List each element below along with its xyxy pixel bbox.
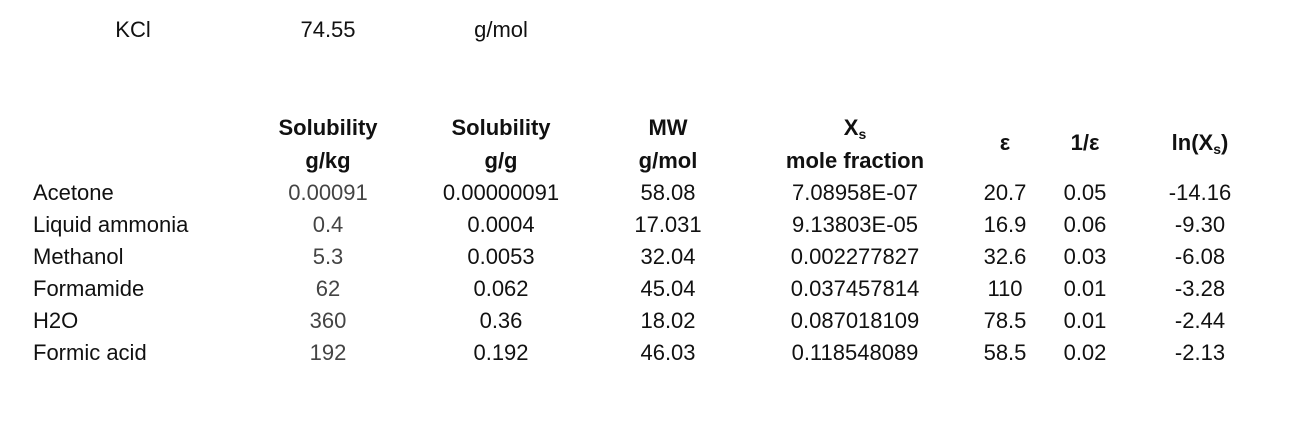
header-mw-title: MW	[648, 115, 688, 140]
compound-name: KCl	[115, 17, 151, 42]
cell-sol-gg: 0.36	[479, 308, 523, 333]
cell-solvent: Formamide	[33, 276, 145, 301]
cell-xs: 0.037457814	[790, 276, 920, 301]
cell-ln-xs: -14.16	[1168, 180, 1232, 205]
cell-inv-eps: 0.03	[1063, 244, 1107, 269]
cell-solvent: H2O	[33, 308, 79, 333]
cell-mw: 17.031	[634, 212, 702, 237]
cell-sol-gkg: 192	[309, 340, 347, 365]
cell-ln-xs: -3.28	[1174, 276, 1226, 301]
cell-mw: 45.04	[640, 276, 696, 301]
cell-xs: 9.13803E-05	[792, 212, 918, 237]
cell-inv-eps: 0.02	[1063, 340, 1107, 365]
cell-eps: 32.6	[983, 244, 1027, 269]
cell-xs: 0.087018109	[790, 308, 920, 333]
header-ln-subscript: s	[1213, 141, 1222, 157]
cell-ln-xs: -9.30	[1174, 212, 1226, 237]
header-xs-subscript: s	[858, 126, 867, 142]
header-xs-main: X	[843, 115, 859, 140]
cell-sol-gg: 0.062	[473, 276, 529, 301]
header-ln-suffix: )	[1221, 130, 1229, 155]
compound-mw-unit: g/mol	[474, 17, 528, 42]
cell-sol-gg: 0.0004	[467, 212, 535, 237]
header-epsilon: ε	[999, 130, 1011, 155]
cell-eps: 20.7	[983, 180, 1027, 205]
header-ln-prefix: ln(X	[1171, 130, 1214, 155]
header-solubility-gkg-unit: g/kg	[305, 148, 351, 173]
cell-xs: 0.002277827	[790, 244, 920, 269]
cell-inv-eps: 0.06	[1063, 212, 1107, 237]
cell-ln-xs: -2.13	[1174, 340, 1226, 365]
cell-sol-gg: 0.00000091	[442, 180, 560, 205]
cell-solvent: Formic acid	[33, 340, 147, 365]
cell-sol-gkg: 62	[315, 276, 341, 301]
cell-sol-gg: 0.0053	[467, 244, 535, 269]
header-ln-xs: ln(Xs)	[1172, 130, 1229, 156]
cell-ln-xs: -2.44	[1174, 308, 1226, 333]
cell-sol-gg: 0.192	[473, 340, 529, 365]
cell-mw: 46.03	[640, 340, 696, 365]
cell-sol-gkg: 5.3	[312, 244, 344, 269]
cell-solvent: Methanol	[33, 244, 124, 269]
header-solubility-gkg-title: Solubility	[278, 115, 378, 140]
cell-eps: 16.9	[983, 212, 1027, 237]
cell-xs: 0.118548089	[791, 340, 919, 365]
header-solubility-gg-unit: g/g	[484, 148, 518, 173]
header-xs: Xs	[844, 115, 866, 141]
cell-mw: 32.04	[640, 244, 696, 269]
cell-mw: 58.08	[640, 180, 696, 205]
cell-eps: 78.5	[983, 308, 1027, 333]
header-solubility-gg-title: Solubility	[451, 115, 551, 140]
cell-mw: 18.02	[640, 308, 696, 333]
cell-xs: 7.08958E-07	[792, 180, 918, 205]
cell-solvent: Acetone	[33, 180, 114, 205]
cell-ln-xs: -6.08	[1174, 244, 1226, 269]
cell-sol-gkg: 0.4	[312, 212, 344, 237]
cell-inv-eps: 0.05	[1063, 180, 1107, 205]
cell-eps: 58.5	[983, 340, 1027, 365]
cell-sol-gkg: 0.00091	[288, 180, 368, 205]
cell-solvent: Liquid ammonia	[33, 212, 189, 237]
compound-mw-value: 74.55	[300, 17, 356, 42]
cell-inv-eps: 0.01	[1063, 308, 1107, 333]
cell-inv-eps: 0.01	[1063, 276, 1107, 301]
cell-sol-gkg: 360	[309, 308, 347, 333]
header-inverse-epsilon: 1/ε	[1070, 130, 1100, 155]
cell-eps: 110	[987, 276, 1023, 301]
header-xs-unit: mole fraction	[785, 148, 925, 173]
header-mw-unit: g/mol	[638, 148, 698, 173]
